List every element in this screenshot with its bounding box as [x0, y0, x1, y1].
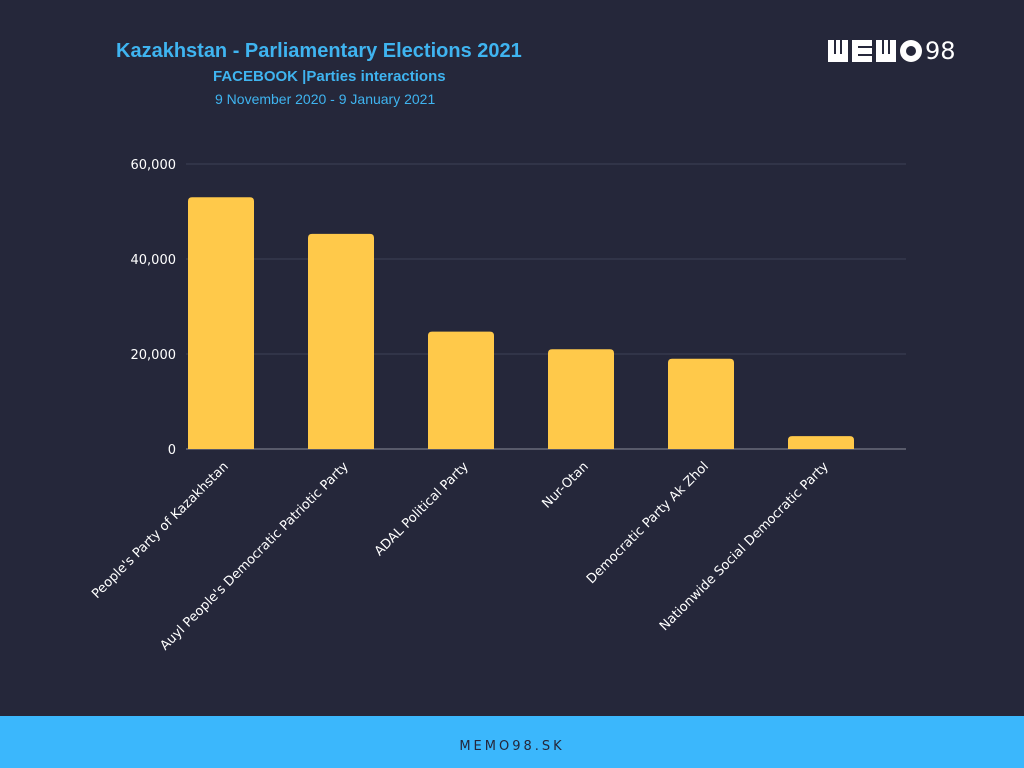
footer-website: MEMO98.SK	[459, 739, 565, 754]
bar	[668, 358, 734, 449]
bar	[308, 233, 374, 449]
date-range: 9 November 2020 - 9 January 2021	[215, 91, 436, 107]
y-tick-label: 20,000	[131, 348, 177, 363]
x-tick-label: ADAL Political Party	[372, 459, 472, 559]
logo-letter-e	[852, 40, 872, 62]
x-tick-label: Democratic Party Ak Zhol	[584, 459, 712, 587]
x-tick-label: Auyl People's Democratic Patriotic Party	[157, 459, 352, 654]
x-tick-label: Nur-Otan	[539, 459, 591, 511]
bar	[428, 331, 494, 449]
memo98-logo: 98	[828, 37, 956, 65]
logo-number: 98	[925, 37, 956, 65]
bar	[788, 436, 854, 449]
footer-bar: MEMO98.SK	[0, 716, 1024, 768]
y-tick-label: 60,000	[131, 158, 177, 173]
chart-subtitle: FACEBOOK |Parties interactions	[213, 68, 446, 85]
y-tick-label: 0	[168, 443, 176, 458]
bar	[548, 349, 614, 449]
bar-chart: 0 20,000 40,000 60,000 People's Party of Kaz…	[89, 158, 906, 654]
logo-letter-o	[900, 40, 922, 62]
bar	[188, 197, 254, 449]
y-tick-label: 40,000	[131, 253, 177, 268]
chart-title: Kazakhstan - Parliamentary Elections 202…	[116, 40, 522, 62]
x-tick-label: People's Party of Kazakhstan	[89, 459, 232, 602]
logo-letter-m	[828, 40, 848, 62]
logo-letter-m2	[876, 40, 896, 62]
